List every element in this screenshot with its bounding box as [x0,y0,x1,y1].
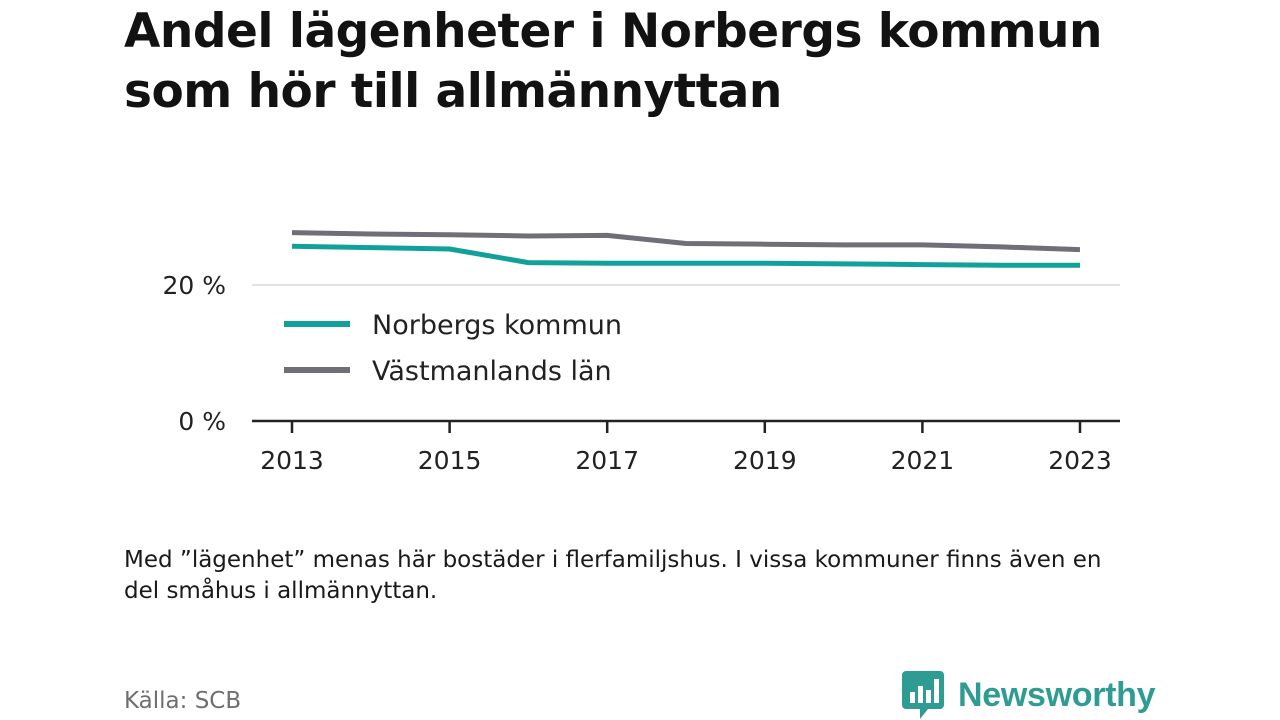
y-tick-label: 20 % [162,271,226,300]
logo-text: Newsworthy [958,675,1156,714]
legend-label: Norbergs kommun [372,310,622,341]
newsworthy-logo-icon [902,671,944,719]
x-axis: 2013 2015 2017 2019 2021 2023 [252,419,1120,475]
chart-note: Med ”lägenhet” menas här bostäder i fler… [124,547,1102,604]
line-chart: 2013 2015 2017 2019 2021 2023 0 % 20 % Norberg… [162,230,1120,475]
x-tick-label: 2017 [575,446,639,475]
legend-label: Västmanlands län [372,356,612,387]
newsworthy-logo[interactable]: Newsworthy [902,671,1156,719]
series-lines [291,230,1081,268]
y-axis-labels: 0 % 20 % [162,271,226,436]
source-label: Källa: SCB [124,688,242,714]
x-tick-label: 2019 [733,446,797,475]
chart-title: Andel lägenheter i Norbergs kommun som h… [124,4,1102,119]
y-tick-label: 0 % [178,407,226,436]
x-tick-label: 2013 [260,446,324,475]
legend: Norbergs kommun Västmanlands län [284,310,622,387]
x-tick-label: 2021 [891,446,955,475]
x-tick-label: 2015 [418,446,482,475]
x-tick-label: 2023 [1048,446,1112,475]
series-line [291,243,1080,268]
series-line [291,230,1081,253]
